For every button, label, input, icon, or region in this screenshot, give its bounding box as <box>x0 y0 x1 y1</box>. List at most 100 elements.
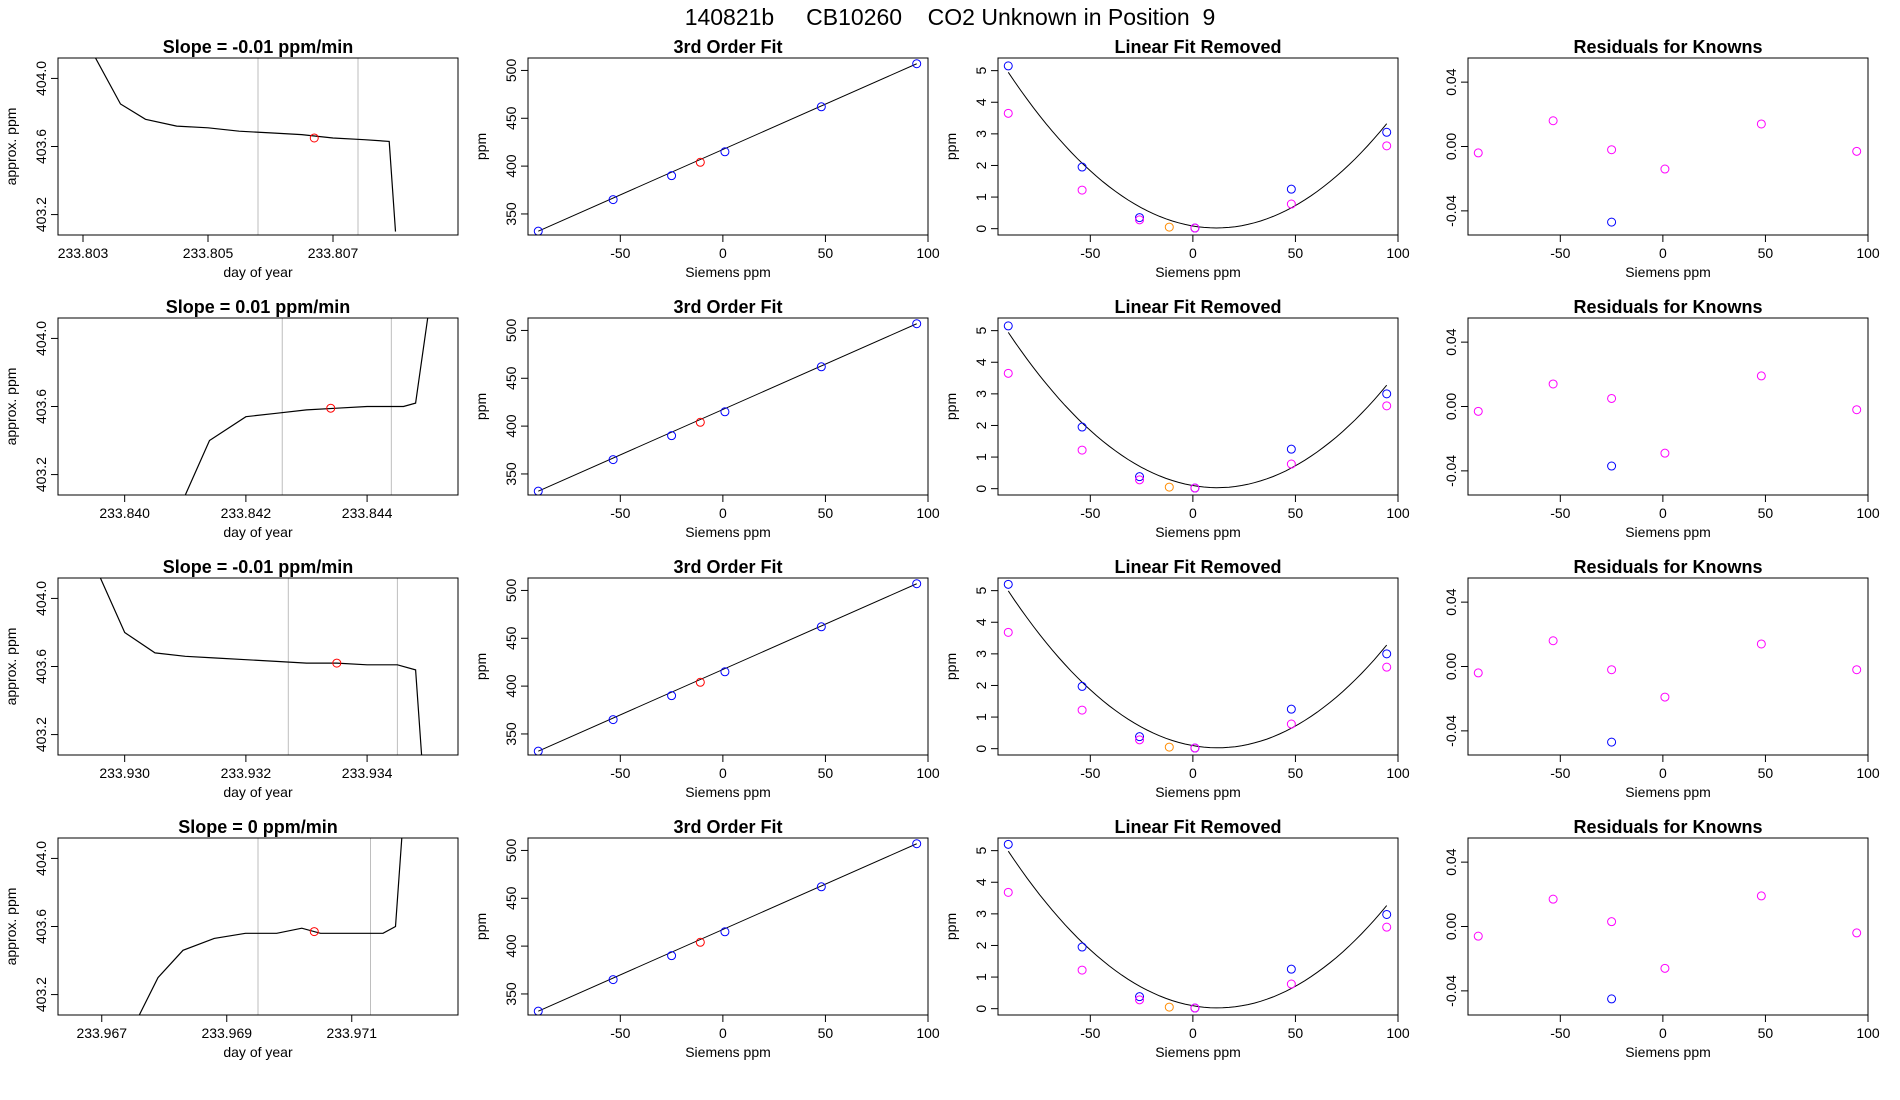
x-tick-label: -50 <box>610 1025 630 1041</box>
known-point <box>1003 61 1013 71</box>
plot-area <box>1003 61 1392 233</box>
x-axis-label: Siemens ppm <box>1625 784 1711 800</box>
panel-3-1: Slope = -0.01 ppm/min 233.930 233.932 233.9… <box>3 557 459 800</box>
known-point <box>1135 732 1145 742</box>
quadratic-point <box>1190 223 1200 233</box>
figure-title: 140821b CB10260 CO2 Unknown in Position … <box>684 4 1216 30</box>
panel-2-3: Linear Fit Removed -50 0 50 100 0 1 2 3 4 5 Siemens… <box>943 297 1410 540</box>
residual-point <box>1660 164 1670 174</box>
y-tick-label: 350 <box>503 462 519 486</box>
plot-frame <box>527 837 929 1016</box>
plot-frame <box>1467 57 1869 236</box>
y-tick-label: 3 <box>973 650 989 658</box>
known-point <box>1003 321 1013 331</box>
quadratic-point <box>1286 459 1296 469</box>
quadratic-point <box>1003 887 1013 897</box>
x-tick-label: 233.932 <box>221 765 272 781</box>
panel-title: Residuals for Knowns <box>1573 557 1762 577</box>
unknown-point <box>1164 1002 1174 1012</box>
x-tick-label: 50 <box>1288 505 1304 521</box>
unknown-point <box>326 403 336 413</box>
quadratic-point <box>1382 141 1392 151</box>
quadratic-point <box>1382 922 1392 932</box>
known-point <box>1077 422 1087 432</box>
known-point <box>667 691 677 701</box>
quadratic-point <box>1077 185 1087 195</box>
y-tick-label: 5 <box>973 587 989 595</box>
known-point <box>533 746 543 755</box>
plot-area <box>1473 116 1862 227</box>
y-tick-label: 400 <box>503 934 519 958</box>
y-tick-label: 450 <box>503 366 519 390</box>
y-axis-label: approx. ppm <box>3 628 19 706</box>
ppm-trace <box>184 318 429 495</box>
plot-frame <box>997 837 1399 1016</box>
x-tick-label: 50 <box>818 765 834 781</box>
x-tick-label: 0 <box>1189 505 1197 521</box>
y-tick-label: 1 <box>973 453 989 461</box>
y-tick-label: 0.04 <box>1443 328 1459 355</box>
x-tick-label: -50 <box>1550 245 1570 261</box>
x-tick-label: 233.805 <box>183 245 234 261</box>
y-tick-label: 500 <box>503 319 519 343</box>
x-tick-label: 100 <box>1386 505 1410 521</box>
known-point <box>1382 127 1392 137</box>
y-tick-label: 0.00 <box>1443 913 1459 940</box>
known-point <box>1382 909 1392 919</box>
known-point <box>912 319 922 329</box>
plot-area <box>1473 371 1862 471</box>
panel-title: 3rd Order Fit <box>673 817 782 837</box>
quadratic-point <box>1135 995 1145 1005</box>
known-point <box>816 882 826 892</box>
y-axis-label: ppm <box>943 133 959 160</box>
residual-point <box>1473 406 1483 416</box>
known-point <box>1135 992 1145 1002</box>
residual-point <box>1548 894 1558 904</box>
plot-area <box>1473 891 1862 1004</box>
panel-title: Residuals for Knowns <box>1573 37 1762 57</box>
known-point <box>816 362 826 372</box>
quadratic-point <box>1003 108 1013 118</box>
panel-title: 3rd Order Fit <box>673 37 782 57</box>
known-point <box>533 486 543 495</box>
plot-frame <box>527 317 929 496</box>
residual-point <box>1852 928 1862 938</box>
known-point <box>533 1006 543 1015</box>
residual-point <box>1756 891 1766 901</box>
y-tick-label: 1 <box>973 193 989 201</box>
y-axis-label: ppm <box>473 913 489 940</box>
plot-frame <box>1467 837 1869 1016</box>
y-tick-label: 500 <box>503 839 519 863</box>
x-axis-label: Siemens ppm <box>685 784 771 800</box>
y-tick-label: 404.0 <box>33 841 49 876</box>
y-tick-label: 404.0 <box>33 581 49 616</box>
plot-area <box>1003 839 1392 1013</box>
y-tick-label: 400 <box>503 154 519 178</box>
x-tick-label: 233.930 <box>99 765 150 781</box>
panel-1-1: Slope = -0.01 ppm/min 233.803 233.805 233.8… <box>3 37 459 280</box>
residual-point <box>1660 692 1670 702</box>
x-tick-label: 50 <box>1288 1025 1304 1041</box>
plot-area <box>138 838 403 1015</box>
known-point <box>608 975 618 985</box>
x-tick-label: -50 <box>1080 765 1100 781</box>
x-tick-label: -50 <box>1550 505 1570 521</box>
known-point <box>816 102 826 112</box>
y-tick-label: -0.04 <box>1443 195 1459 227</box>
known-point <box>608 715 618 725</box>
known-point <box>720 147 730 157</box>
x-tick-label: 0 <box>1659 245 1667 261</box>
x-tick-label: 0 <box>1659 765 1667 781</box>
plot-area <box>533 579 922 755</box>
x-axis-label: Siemens ppm <box>1155 784 1241 800</box>
known-point <box>667 431 677 441</box>
known-point <box>1382 389 1392 399</box>
residual-point <box>1607 393 1617 403</box>
quadratic-point <box>1135 215 1145 225</box>
x-tick-label: -50 <box>1080 505 1100 521</box>
quadratic-fit-curve <box>1007 590 1388 749</box>
y-tick-label: 3 <box>973 910 989 918</box>
y-tick-label: 5 <box>973 67 989 75</box>
x-tick-label: 50 <box>1288 245 1304 261</box>
panel-3-4: Residuals for Knowns -50 0 50 100 -0.04 0.00 0.… <box>1443 557 1880 800</box>
